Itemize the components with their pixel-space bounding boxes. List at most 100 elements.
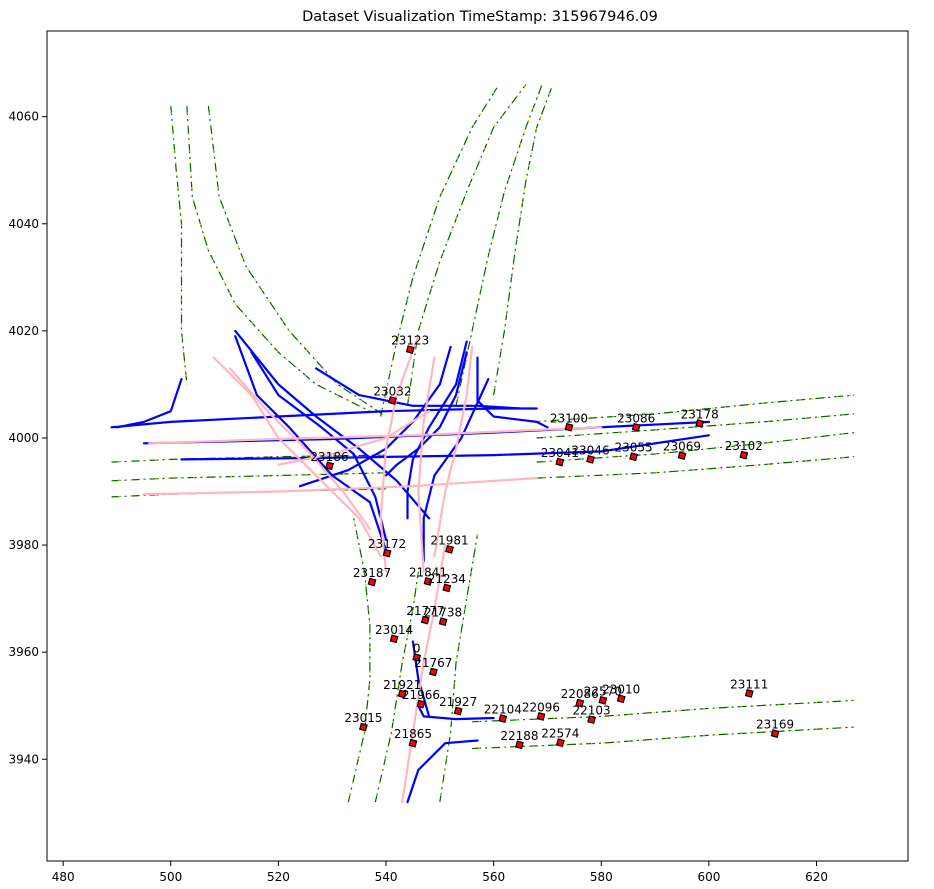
lane-boundary-line	[472, 699, 855, 723]
blue-centerline	[384, 351, 468, 477]
agent-label: 21777	[406, 604, 444, 618]
agent-marker	[420, 615, 430, 625]
pink-centerline	[379, 335, 420, 573]
lane-boundary-line	[536, 456, 855, 479]
blue-centerline	[234, 335, 388, 552]
agent-marker	[442, 583, 452, 593]
lane-boundary-line	[455, 84, 543, 406]
agent-marker	[515, 740, 524, 750]
agent-marker	[739, 450, 749, 460]
x-tick-label: 580	[590, 870, 613, 884]
agent-label: 21927	[439, 695, 477, 709]
y-tick-label: 3940	[8, 752, 39, 766]
pink-centerline	[417, 356, 436, 573]
agent-marker	[359, 722, 368, 732]
x-tick-label: 500	[159, 870, 182, 884]
lane-boundary-line	[374, 571, 419, 803]
agent-label: 23102	[725, 439, 763, 453]
agent-marker	[616, 694, 626, 704]
plot-area	[47, 31, 908, 861]
agent-label: 22096	[522, 700, 560, 714]
blue-centerline	[422, 378, 490, 563]
agent-marker	[695, 419, 705, 428]
agent-label: 23055	[614, 441, 652, 455]
agent-marker	[587, 715, 596, 725]
blue-centerline	[417, 704, 495, 721]
agent-marker	[412, 653, 422, 662]
blue-centerline	[180, 434, 711, 461]
agent-label: 23169	[756, 718, 794, 732]
agent-marker	[438, 617, 448, 627]
blue-centerline	[315, 367, 522, 410]
pink-centerline	[228, 367, 371, 531]
agent-label: 23100	[550, 411, 588, 425]
pink-centerline	[401, 543, 447, 804]
agent-label: 23041	[541, 446, 579, 460]
pink-centerline	[433, 345, 474, 557]
agent-marker	[382, 548, 392, 558]
agent-marker	[598, 695, 608, 705]
lane-boundary-line	[536, 432, 855, 463]
agent-marker	[453, 706, 463, 716]
agent-label: 21841	[409, 565, 447, 579]
lane-boundary-line	[531, 394, 855, 423]
agent-marker	[770, 729, 780, 738]
agent-label: 21234	[428, 572, 466, 586]
agent-marker	[408, 738, 418, 748]
y-tick-label: 3960	[8, 645, 39, 659]
agent-marker	[416, 699, 426, 709]
blue-centerline	[110, 407, 538, 429]
y-tick-label: 3980	[8, 538, 39, 552]
agent-marker	[325, 461, 334, 471]
pink-centerline	[148, 426, 603, 445]
agent-marker	[744, 688, 754, 698]
x-tick-label: 540	[375, 870, 398, 884]
map-layer: 23123 23032 23186 23100 23086 23178 2304123046…	[110, 84, 855, 804]
plot-frame	[46, 30, 909, 862]
agent-label: 23187	[353, 566, 391, 580]
agent-label: 21966	[402, 688, 440, 702]
agent-label: 23178	[681, 408, 719, 422]
x-tick-label: 480	[52, 870, 75, 884]
lane-marker-line	[186, 105, 371, 412]
chart-title: Dataset Visualization TimeStamp: 3159679…	[302, 9, 658, 25]
agent-label: 23123	[391, 334, 429, 348]
agent-marker	[629, 452, 638, 462]
blue-centerline	[115, 378, 183, 429]
lane-marker-line	[455, 84, 543, 406]
agent-label: 22574	[541, 727, 579, 741]
agent-marker	[498, 714, 508, 723]
agent-label: 21865	[394, 727, 432, 741]
agents-layer: 23123 23032 23186 23100 23086 23178 2304123046…	[310, 334, 794, 750]
x-tick-label: 620	[805, 870, 828, 884]
agent-marker	[428, 667, 438, 677]
agent-label: 21767	[414, 656, 452, 670]
agent-marker	[677, 451, 687, 461]
agent-marker	[389, 634, 399, 644]
lane-boundary-line	[347, 518, 371, 803]
x-tick-label: 560	[482, 870, 505, 884]
agent-marker	[445, 544, 454, 554]
y-axis: 3940 3960 3980 4000 4020 4040 4060	[8, 110, 47, 766]
agent-label: 22104	[484, 703, 522, 717]
agent-label: 22103	[572, 704, 610, 718]
lane-boundaries	[111, 84, 855, 803]
blue-centerline	[406, 739, 479, 804]
agent-label: 23014	[375, 623, 413, 637]
agent-marker	[631, 422, 641, 432]
lane-boundary-line	[472, 726, 855, 750]
x-tick-label: 520	[267, 870, 290, 884]
lane-boundary-line	[207, 105, 387, 418]
agent-marker	[405, 345, 415, 355]
agent-marker	[423, 577, 433, 586]
x-axis: 480 500 520 540 560 580 600 620	[52, 861, 828, 884]
agent-label: 22086	[561, 687, 599, 701]
agent-label: 22570	[584, 684, 622, 698]
lane-boundary-line	[170, 105, 188, 385]
agent-label: 22188	[500, 729, 538, 743]
agent-label: 23015	[344, 711, 382, 725]
agent-marker	[575, 698, 585, 708]
lane-marker-line	[170, 105, 188, 385]
agent-label: 21921	[383, 678, 421, 692]
